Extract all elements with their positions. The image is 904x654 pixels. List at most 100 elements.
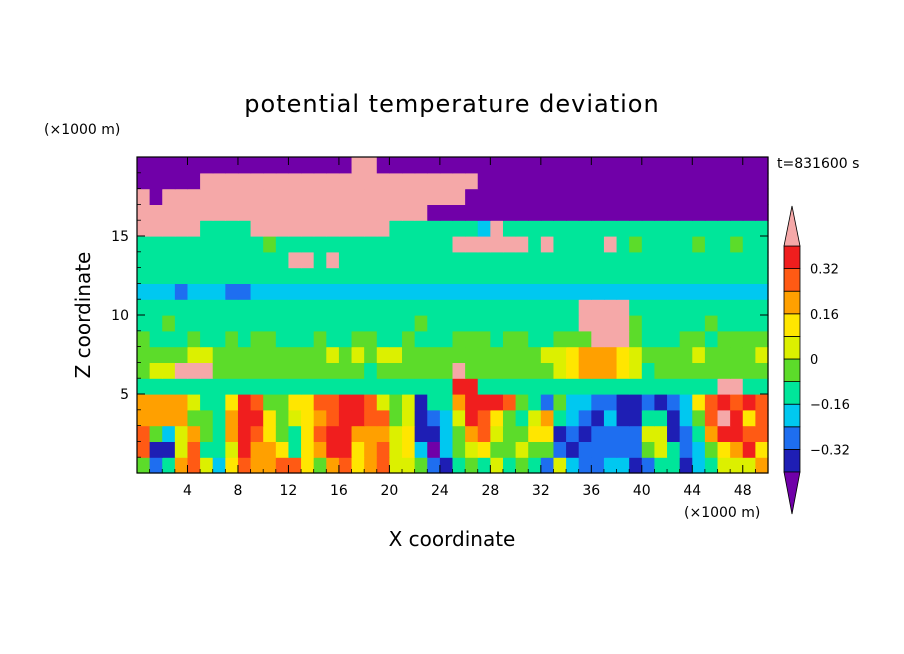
field-cell (187, 330, 201, 348)
field-cell (591, 157, 605, 174)
colorbar-band (783, 448, 801, 473)
field-cell (414, 220, 428, 237)
field-cell (275, 283, 290, 300)
field-cell (654, 409, 668, 427)
field-cell (149, 315, 163, 332)
field-cell (704, 315, 719, 332)
field-cell (654, 362, 668, 379)
field-cell (237, 346, 252, 363)
field-cell (730, 378, 744, 395)
field-cell (679, 172, 693, 190)
field-cell (376, 409, 390, 427)
field-cell (452, 441, 466, 458)
field-cell (502, 188, 517, 205)
field-cell (313, 330, 327, 348)
field-cell (364, 315, 378, 332)
field-cell (439, 378, 454, 395)
field-cell (452, 283, 466, 300)
field-cell (667, 188, 681, 205)
field-cell (313, 457, 327, 474)
field-cell (137, 315, 151, 332)
field-cell (351, 172, 365, 190)
field-cell (225, 362, 239, 379)
field-cell (137, 157, 151, 174)
field-cell (137, 299, 151, 316)
field-cell (629, 441, 643, 458)
field-cell (162, 204, 176, 221)
field-cell (389, 425, 403, 442)
field-cell (275, 457, 290, 474)
field-cell (326, 362, 340, 379)
field-cell (502, 251, 517, 269)
field-cell (667, 283, 681, 300)
field-cell (490, 236, 504, 253)
field-cell (679, 251, 693, 269)
field-cell (591, 394, 605, 411)
field-cell (137, 172, 151, 190)
field-cell (578, 172, 592, 190)
field-cell (692, 441, 706, 458)
field-cell (439, 236, 454, 253)
field-cell (654, 457, 668, 474)
field-cell (742, 378, 756, 395)
field-cell (313, 362, 327, 379)
field-cell (351, 409, 365, 427)
field-cell (730, 172, 744, 190)
field-cell (528, 394, 542, 411)
field-cell (364, 346, 378, 363)
field-cell (566, 346, 580, 363)
field-cell (717, 204, 731, 221)
field-cell (376, 346, 390, 363)
field-cell (414, 172, 428, 190)
field-cell (566, 330, 580, 348)
field-cell (376, 330, 390, 348)
field-cell (427, 204, 441, 221)
field-cell (376, 299, 390, 316)
field-cell (389, 457, 403, 474)
field-cell (742, 251, 756, 269)
field-cell (465, 425, 479, 442)
field-cell (187, 204, 201, 221)
field-cell (275, 220, 290, 237)
field-cell (591, 378, 605, 395)
field-cell (755, 394, 769, 411)
field-cell (414, 441, 428, 458)
field-cell (540, 283, 555, 300)
field-cell (629, 157, 643, 174)
field-cell (414, 330, 428, 348)
field-cell (326, 157, 340, 174)
field-cell (730, 425, 744, 442)
field-cell (679, 315, 693, 332)
field-cell (603, 157, 618, 174)
field-cell (288, 172, 302, 190)
field-cell (704, 330, 719, 348)
field-cell (225, 330, 239, 348)
field-cell (629, 172, 643, 190)
field-cell (338, 409, 353, 427)
field-cell (200, 425, 214, 442)
field-cell (187, 172, 201, 190)
field-cell (225, 409, 239, 427)
field-cell (490, 299, 504, 316)
field-cell (667, 330, 681, 348)
field-cell (465, 299, 479, 316)
field-cell (376, 251, 390, 269)
field-cell (692, 188, 706, 205)
field-cell (174, 409, 189, 427)
field-cell (338, 267, 353, 284)
field-cell (414, 188, 428, 205)
field-cell (616, 425, 630, 442)
field-cell (629, 204, 643, 221)
field-cell (654, 236, 668, 253)
field-cell (704, 457, 719, 474)
field-cell (566, 283, 580, 300)
chart-title: potential temperature deviation (244, 90, 659, 118)
field-cell (730, 362, 744, 379)
field-cell (591, 267, 605, 284)
field-cell (200, 441, 214, 458)
field-cell (275, 157, 290, 174)
field-cell (641, 157, 656, 174)
field-cell (641, 204, 656, 221)
field-cell (162, 394, 176, 411)
field-cell (679, 157, 693, 174)
